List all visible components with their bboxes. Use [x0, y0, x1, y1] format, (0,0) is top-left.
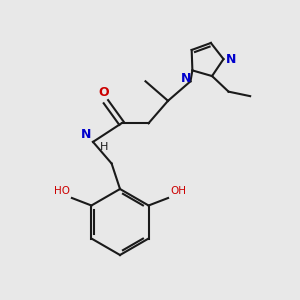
Text: O: O — [98, 86, 109, 99]
Text: N: N — [181, 72, 191, 85]
Text: HO: HO — [53, 186, 70, 196]
Text: N: N — [226, 52, 236, 66]
Text: H: H — [100, 142, 108, 152]
Text: OH: OH — [170, 186, 187, 196]
Text: N: N — [81, 128, 92, 141]
